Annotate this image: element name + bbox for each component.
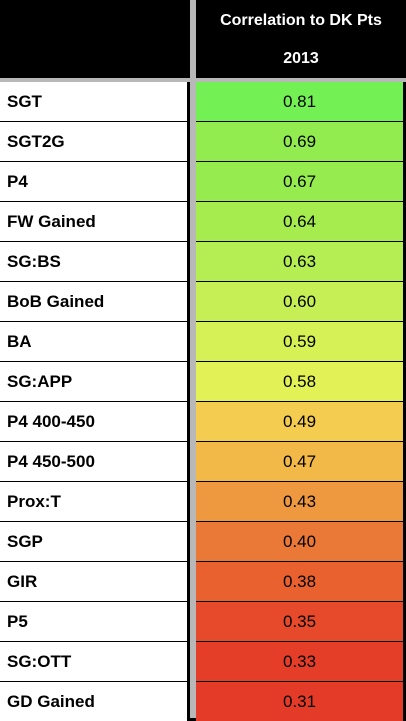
correlation-value: 0.67 [196,162,403,201]
table-row: P4 0.67 [0,162,406,201]
metric-label: SGT [0,82,187,121]
header-year: 2013 [283,50,319,67]
correlation-value: 0.81 [196,82,403,121]
table-row: SGT 0.81 [0,82,406,121]
header-row: Correlation to DK Pts 2013 [0,0,406,78]
table-row: SG:APP 0.58 [0,362,406,401]
correlation-value: 0.47 [196,442,403,481]
table-row: SG:BS 0.63 [0,242,406,281]
metric-label: P5 [0,602,187,641]
column-divider [190,0,196,718]
table-row: P4 400-450 0.49 [0,402,406,441]
header-blank-cell [0,0,190,78]
correlation-value: 0.38 [196,562,403,601]
correlation-value: 0.58 [196,362,403,401]
table-row: SG:OTT 0.33 [0,642,406,681]
correlation-value: 0.33 [196,642,403,681]
metric-label: FW Gained [0,202,187,241]
correlation-value: 0.31 [196,682,403,721]
metric-label: SG:BS [0,242,187,281]
correlation-value: 0.59 [196,322,403,361]
table-row: P5 0.35 [0,602,406,641]
metric-label: BA [0,322,187,361]
metric-label: SG:APP [0,362,187,401]
metric-label: SGP [0,522,187,561]
correlation-value: 0.35 [196,602,403,641]
table-row: SGT2G 0.69 [0,122,406,161]
table-row: Prox:T 0.43 [0,482,406,521]
metric-label: P4 400-450 [0,402,187,441]
correlation-value: 0.49 [196,402,403,441]
table-row: P4 450-500 0.47 [0,442,406,481]
metric-label: P4 450-500 [0,442,187,481]
metric-label: Prox:T [0,482,187,521]
correlation-value: 0.40 [196,522,403,561]
header-divider [0,78,406,82]
metric-label: SG:OTT [0,642,187,681]
correlation-value: 0.64 [196,202,403,241]
table-row: GIR 0.38 [0,562,406,601]
correlation-value: 0.60 [196,282,403,321]
table-row: BA 0.59 [0,322,406,361]
header-cell: Correlation to DK Pts 2013 [196,0,406,78]
table-row: BoB Gained 0.60 [0,282,406,321]
header-title: Correlation to DK Pts [220,12,382,29]
correlation-value: 0.69 [196,122,403,161]
table-row: FW Gained 0.64 [0,202,406,241]
metric-label: GD Gained [0,682,187,721]
table-row: SGP 0.40 [0,522,406,561]
metric-label: GIR [0,562,187,601]
table-row: GD Gained 0.31 [0,682,406,721]
metric-label: P4 [0,162,187,201]
correlation-value: 0.63 [196,242,403,281]
metric-label: SGT2G [0,122,187,161]
correlation-value: 0.43 [196,482,403,521]
metric-label: BoB Gained [0,282,187,321]
